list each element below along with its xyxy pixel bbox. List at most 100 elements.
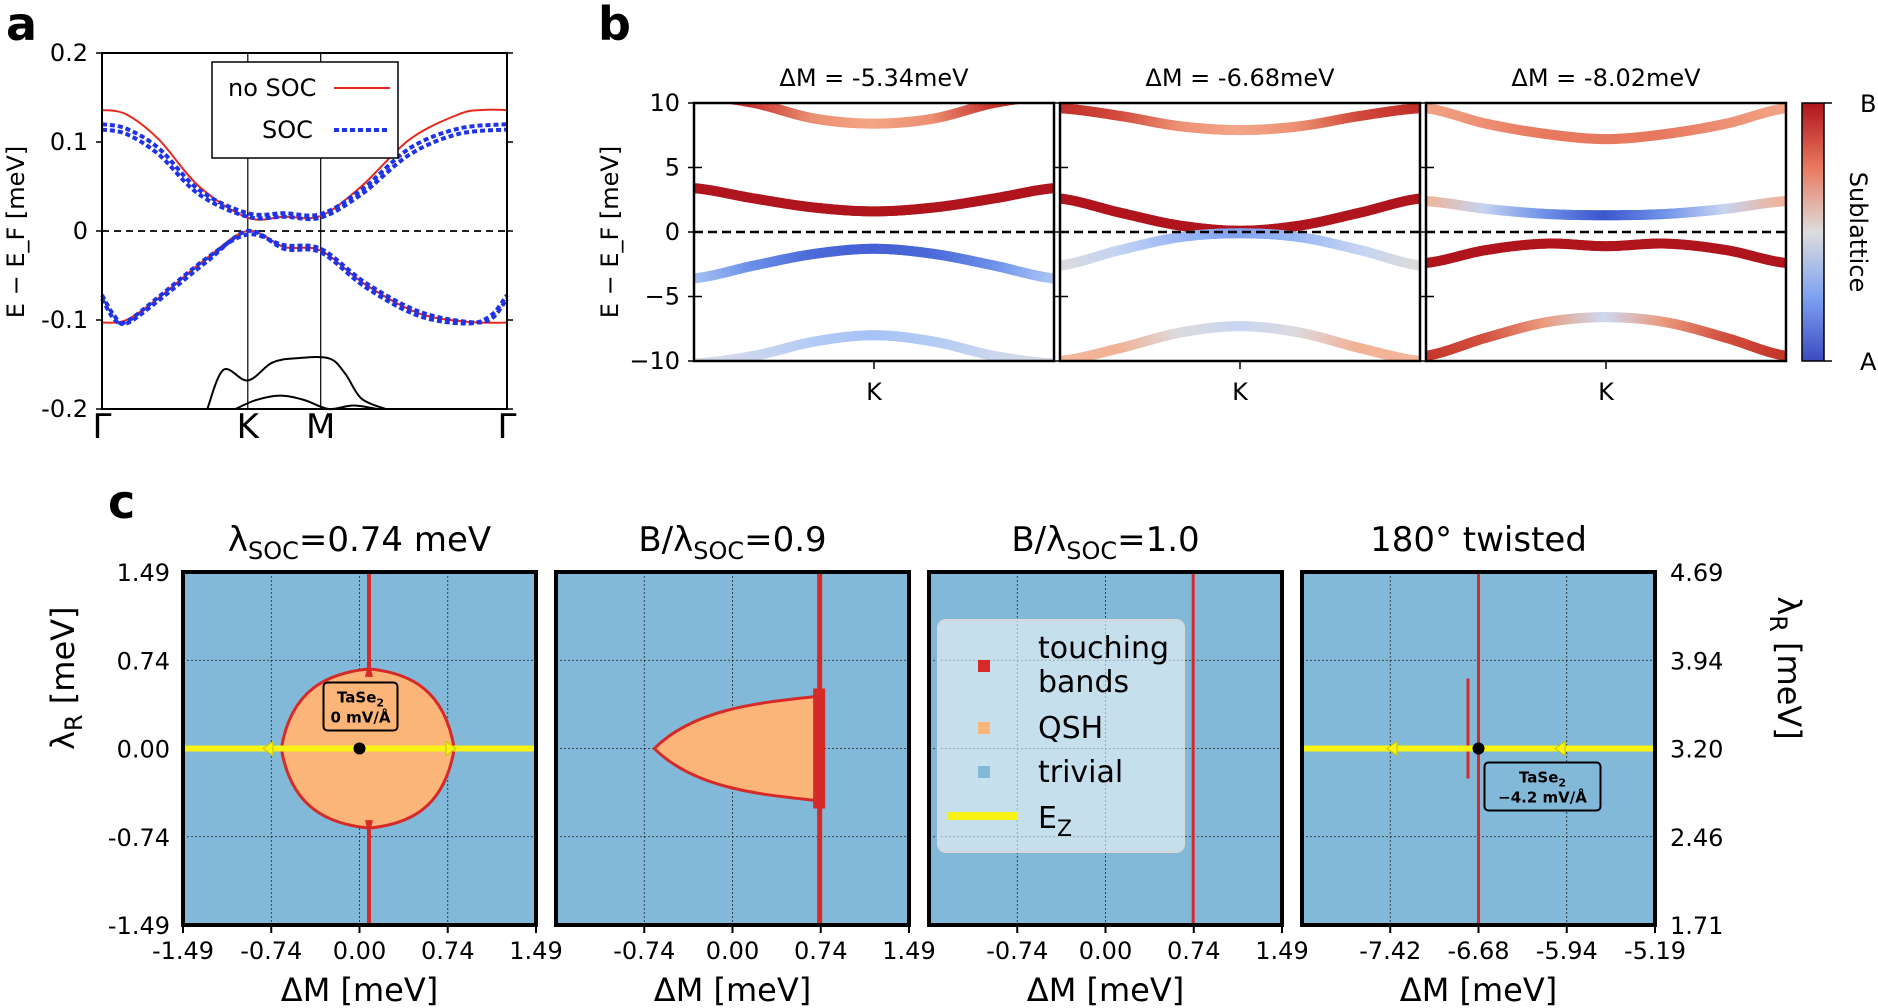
panel-c-ylabel-left: λR [meV] — [44, 606, 88, 750]
panel-b-ytick-label: 5 — [665, 154, 680, 182]
panel-a-band — [235, 394, 378, 411]
panel-c-xlabel: ΔM [meV] — [654, 971, 811, 1008]
panel-a-ytick-label: -0.1 — [41, 306, 88, 334]
panel-c-touching-line — [364, 572, 373, 677]
panel-c-subplot-title: λSOC=0.74 meV — [228, 520, 491, 565]
panel-c-ytick-left: 0.74 — [117, 647, 170, 675]
panel-b-xtick-label: K — [1232, 378, 1249, 406]
panel-b-subplot: K ΔM = -8.02meV — [1420, 64, 1788, 406]
panel-c-ytick-left: 0.00 — [117, 736, 170, 764]
panel-c-subplot-title: B/λSOC=1.0 — [1011, 520, 1199, 565]
panel-a-legend: no SOC SOC — [211, 61, 399, 159]
panel-c-xtick-label: 1.49 — [509, 937, 562, 965]
panel-c-ylabel-left-text: λR [meV] — [44, 606, 88, 750]
panel-b-xtick-label: K — [866, 378, 883, 406]
legend-touching-line1: touching — [1038, 631, 1169, 666]
panel-c-xtick-label: 1.49 — [1255, 937, 1308, 965]
panel-c-xtick-label: 0.00 — [333, 937, 386, 965]
legend-no-soc: no SOC — [228, 74, 316, 102]
panel-c-xtick-label: -5.94 — [1536, 937, 1598, 965]
panel-c-xtick-label: -7.42 — [1359, 937, 1421, 965]
panel-c-subplot: TaSe2−4.2 mV/Å -7.42 -6.68 -5.94 -5.19 ΔM [me… — [1300, 520, 1686, 1008]
panel-c-xtick-label: 0.00 — [1079, 937, 1132, 965]
panel-a-ytick-label: 0 — [73, 217, 88, 245]
panel-a-band — [101, 108, 508, 221]
panel-c-xtick-label: 0.74 — [421, 937, 474, 965]
panel-a-band — [206, 355, 386, 410]
panel-a-band — [101, 229, 508, 324]
panel-a-band — [100, 228, 509, 327]
panel-b-subplot-title: ΔM = -6.68meV — [1145, 64, 1335, 92]
panel-a-xtick-label: M — [306, 407, 335, 447]
panel-c-ez-arrow — [1554, 740, 1566, 757]
colorbar-bottom-label: A — [1860, 348, 1877, 376]
panel-c-ytick-right: 4.69 — [1670, 559, 1723, 587]
panel-c-subplot: -0.74 0.00 0.74 1.49 ΔM [meV] B/λSOC=0.9 — [554, 520, 936, 1008]
panel-c-annotation-line2: 0 mV/Å — [331, 708, 391, 727]
panel-b: E − E_F [meV] 10 5 0 −5 −10 K ΔM = -5.34meV K Δ… — [596, 64, 1877, 406]
panel-b-bands — [1060, 103, 1420, 361]
panel-b-subplot-title: ΔM = -8.02meV — [1511, 64, 1701, 92]
panel-b-subplot-title: ΔM = -5.34meV — [779, 64, 969, 92]
panel-c-marker — [353, 742, 366, 755]
panel-a-band — [101, 122, 508, 218]
panel-c-xlabel: ΔM [meV] — [1027, 971, 1184, 1008]
panel-c-xtick-label: -5.19 — [1624, 937, 1686, 965]
panel-b-subplot: K ΔM = -5.34meV — [688, 64, 1056, 406]
panel-b-ytick-label: 10 — [649, 89, 680, 117]
panel-c-xtick-label: -6.68 — [1447, 937, 1509, 965]
panel-letter-a: a — [6, 0, 37, 51]
panel-c-ytick-left: -0.74 — [108, 824, 170, 852]
panel-c-ytick-left: -1.49 — [108, 912, 170, 940]
panel-c-annotation-line1: TaSe2 — [1519, 769, 1566, 790]
panel-c-subplot-title: B/λSOC=0.9 — [638, 520, 826, 565]
panel-a: E − E_F [meV] 0.2 0.1 0 -0.1 -0.2 Γ K M Γ no SO… — [2, 39, 517, 447]
panel-c-xlabel: ΔM [meV] — [1400, 971, 1557, 1008]
legend-qsh: QSH — [1038, 711, 1103, 746]
panel-a-ytick-label: -0.2 — [41, 395, 88, 423]
panel-c-touching-spike — [1466, 678, 1470, 779]
panel-b-xtick-label: K — [1598, 378, 1615, 406]
panel-c-touching-line — [364, 820, 373, 925]
panel-c-legend-box — [937, 619, 1185, 853]
panel-c-xtick-label: -1.49 — [152, 937, 214, 965]
colorbar-top-label: B — [1860, 90, 1876, 118]
legend-swatch-ez — [948, 812, 1018, 820]
panel-b-subplot: K ΔM = -6.68meV — [1054, 64, 1422, 406]
panel-c-xtick-label: 0.74 — [1167, 937, 1220, 965]
legend-ez: EZ — [1038, 801, 1072, 842]
panel-b-frame — [692, 101, 1056, 363]
panel-b-ytick-label: 0 — [665, 218, 680, 246]
panel-a-frame — [101, 52, 508, 410]
panel-c-touching-spike — [813, 688, 826, 809]
panel-c-ylabel-right: λR [meV] — [1764, 596, 1808, 740]
panel-c-xtick-label: 1.49 — [882, 937, 935, 965]
colorbar-label: Sublattice — [1844, 172, 1872, 293]
panel-a-xtick-label: Γ — [93, 407, 112, 447]
panel-b-bands — [1426, 103, 1786, 361]
panel-c-subplot: -0.74 0.00 0.74 1.49 ΔM [meV] B/λSOC=1.0 touch… — [927, 520, 1309, 1008]
panel-c-ylabel-right-text: λR [meV] — [1764, 596, 1808, 740]
panel-b-ytick-label: −10 — [629, 347, 680, 375]
panel-a-ytick-label: 0.2 — [50, 39, 88, 67]
panel-c-subplot-title: 180° twisted — [1370, 520, 1587, 560]
legend-swatch-trivial — [978, 766, 990, 778]
panel-b-subplots: K ΔM = -5.34meV K ΔM = -6.68meV K ΔM = -8.02m… — [688, 64, 1788, 406]
panel-c-xtick-label: -0.74 — [986, 937, 1048, 965]
panel-b-ytick-label: −5 — [645, 283, 680, 311]
panel-c-annotation-box — [1483, 761, 1602, 812]
panel-a-xtick-label: K — [237, 407, 261, 447]
legend-soc: SOC — [262, 116, 313, 144]
panel-c-xtick-label: -0.74 — [613, 937, 675, 965]
panel-c-ytick-left: 1.49 — [117, 559, 170, 587]
panel-c-subplots: TaSe2 0 mV/Å -1.49 -0.74 0.00 0.74 1.49 ΔM [meV… — [152, 520, 1686, 1008]
panel-c: λR [meV] λR [meV] 1.49 0.74 0.00 -0.74 -1.49… — [44, 520, 1808, 1008]
panel-b-ylabel: E − E_F [meV] — [596, 146, 624, 318]
panel-c-touching-line — [1191, 572, 1195, 925]
panel-c-ytick-right: 2.46 — [1670, 824, 1723, 852]
panel-a-ytick-label: 0.1 — [50, 128, 88, 156]
panel-c-ez-arrow — [445, 740, 457, 757]
